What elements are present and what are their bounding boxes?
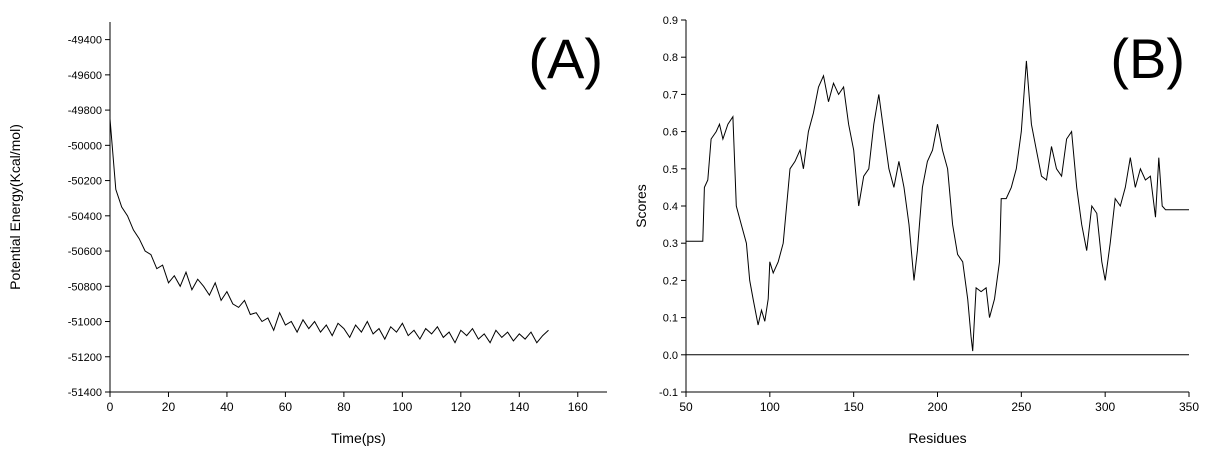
data-line [686,60,1189,352]
x-tick-label: 100 [760,400,780,414]
y-tick-label: 0.0 [663,350,678,362]
x-tick-label: 0 [107,400,114,414]
x-tick-label: 40 [220,400,234,414]
data-line [109,118,549,344]
y-tick-label: -50200 [68,176,102,188]
y-tick-label: -50000 [68,140,102,152]
y-tick-label: 0.1 [663,313,678,325]
y-tick-label: -49800 [68,105,102,117]
x-tick-label: 100 [392,400,412,414]
x-tick-label: 50 [679,400,693,414]
y-tick-label: -51200 [68,352,102,364]
y-axis-label: Scores [633,184,649,228]
y-tick-label: 0.4 [663,201,678,213]
y-tick-label: -50400 [68,211,102,223]
x-tick-label: 20 [162,400,176,414]
x-axis-label: Time(ps) [331,430,386,446]
y-tick-label: 0.5 [663,164,678,176]
x-tick-label: 200 [927,400,947,414]
y-tick-label: 0.2 [663,275,678,287]
panel-label: (B) [1110,27,1185,90]
x-tick-label: 140 [509,400,529,414]
x-tick-label: 160 [568,400,588,414]
x-tick-label: 350 [1179,400,1199,414]
y-tick-label: 0.8 [663,52,678,64]
y-tick-label: -49600 [68,70,102,82]
y-tick-label: -49400 [68,35,102,47]
y-tick-label: -0.1 [659,387,678,399]
y-tick-label: 0.3 [663,238,678,250]
x-tick-label: 80 [337,400,351,414]
x-tick-label: 150 [844,400,864,414]
y-tick-label: -51400 [68,387,102,399]
y-tick-label: -50800 [68,281,102,293]
y-tick-label: -51000 [68,317,102,329]
x-tick-label: 250 [1011,400,1031,414]
x-tick-label: 60 [279,400,293,414]
x-axis-label: Residues [908,430,966,446]
y-tick-label: 0.9 [663,15,678,27]
panel-label: (A) [528,27,603,90]
x-tick-label: 120 [451,400,471,414]
y-tick-label: 0.6 [663,127,678,139]
y-tick-label: -50600 [68,246,102,258]
x-tick-label: 300 [1095,400,1115,414]
y-tick-label: 0.7 [663,89,678,101]
y-axis-label: Potential Energy(Kcal/mol) [7,124,23,290]
